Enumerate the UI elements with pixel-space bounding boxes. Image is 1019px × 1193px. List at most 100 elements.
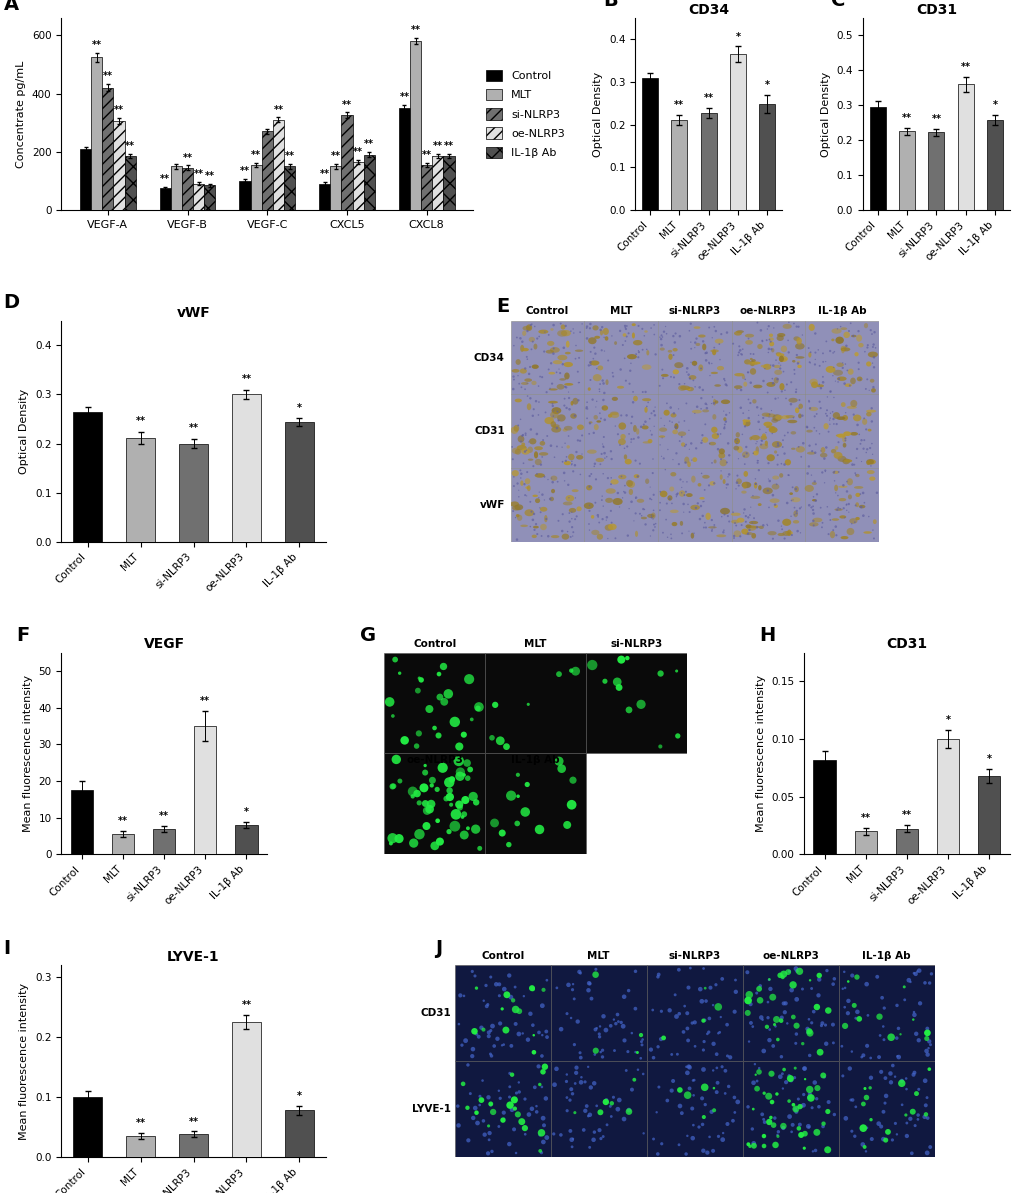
Bar [384, 754, 485, 854]
Circle shape [443, 796, 448, 802]
Circle shape [746, 1105, 749, 1108]
Circle shape [749, 507, 751, 508]
Ellipse shape [659, 347, 664, 351]
Circle shape [735, 481, 738, 484]
Circle shape [819, 1021, 823, 1025]
Ellipse shape [768, 338, 773, 341]
Circle shape [849, 322, 851, 324]
Circle shape [819, 1073, 825, 1078]
Circle shape [727, 515, 729, 517]
Circle shape [861, 492, 863, 494]
Circle shape [839, 326, 841, 327]
Circle shape [905, 1121, 907, 1125]
Ellipse shape [604, 336, 607, 341]
Circle shape [460, 1044, 464, 1046]
Circle shape [644, 524, 646, 526]
Ellipse shape [836, 363, 843, 367]
Circle shape [747, 1040, 750, 1043]
Circle shape [837, 471, 839, 472]
Circle shape [854, 1016, 856, 1020]
Ellipse shape [792, 520, 799, 524]
Circle shape [574, 1071, 578, 1075]
Ellipse shape [705, 513, 710, 520]
Ellipse shape [812, 518, 821, 523]
Circle shape [446, 829, 451, 834]
Ellipse shape [779, 358, 786, 360]
Ellipse shape [865, 460, 869, 465]
Circle shape [461, 796, 469, 804]
Circle shape [434, 787, 439, 792]
Circle shape [739, 407, 742, 409]
Circle shape [700, 1123, 704, 1126]
Text: **: ** [205, 171, 215, 181]
Circle shape [795, 968, 802, 975]
Circle shape [717, 344, 719, 345]
Bar [657, 468, 731, 542]
Ellipse shape [596, 533, 602, 539]
Circle shape [872, 356, 874, 359]
Circle shape [763, 367, 765, 370]
Circle shape [531, 415, 534, 418]
Circle shape [859, 506, 862, 508]
Circle shape [572, 531, 574, 533]
Text: **: ** [159, 810, 169, 821]
Circle shape [805, 1028, 812, 1034]
Circle shape [516, 336, 518, 339]
Circle shape [725, 1121, 729, 1126]
Circle shape [587, 364, 590, 366]
Circle shape [677, 1104, 682, 1108]
Circle shape [822, 457, 824, 459]
Circle shape [609, 509, 611, 512]
Circle shape [662, 330, 664, 333]
Circle shape [490, 1024, 494, 1028]
Circle shape [489, 976, 492, 978]
Circle shape [637, 437, 639, 439]
Circle shape [521, 434, 523, 437]
Ellipse shape [719, 475, 722, 480]
Circle shape [639, 1057, 641, 1059]
Ellipse shape [531, 534, 536, 538]
Circle shape [908, 981, 911, 983]
Circle shape [882, 1101, 886, 1105]
Ellipse shape [534, 474, 544, 477]
Circle shape [488, 1052, 491, 1056]
Circle shape [743, 456, 744, 457]
Circle shape [429, 777, 435, 784]
Circle shape [487, 1131, 491, 1136]
Circle shape [616, 433, 619, 435]
Circle shape [544, 1036, 548, 1039]
Circle shape [767, 1028, 770, 1031]
Bar [898, 131, 914, 210]
Ellipse shape [731, 520, 739, 524]
Circle shape [739, 389, 742, 391]
Ellipse shape [697, 483, 701, 487]
Ellipse shape [736, 478, 741, 484]
Circle shape [827, 513, 830, 515]
Ellipse shape [538, 452, 548, 456]
Circle shape [528, 372, 530, 375]
Circle shape [510, 1073, 514, 1077]
Circle shape [828, 420, 829, 421]
Circle shape [538, 1083, 541, 1086]
Circle shape [705, 404, 707, 406]
Circle shape [643, 335, 644, 336]
Circle shape [625, 335, 627, 338]
Circle shape [783, 1001, 787, 1006]
Circle shape [624, 492, 626, 494]
Circle shape [807, 1092, 811, 1096]
Ellipse shape [672, 429, 678, 434]
Circle shape [672, 459, 673, 460]
Circle shape [562, 404, 565, 407]
Circle shape [662, 457, 664, 459]
Circle shape [465, 1106, 469, 1109]
Circle shape [601, 518, 603, 520]
Circle shape [748, 1021, 752, 1025]
Circle shape [686, 1135, 688, 1137]
Bar [398, 109, 410, 210]
Circle shape [703, 987, 706, 989]
Circle shape [787, 351, 789, 353]
Ellipse shape [674, 363, 683, 369]
Circle shape [753, 1086, 759, 1092]
Circle shape [568, 408, 571, 410]
Ellipse shape [776, 533, 784, 536]
